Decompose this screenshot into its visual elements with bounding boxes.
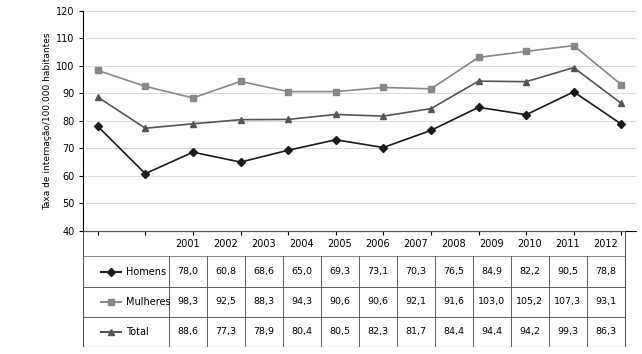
Text: 81,7: 81,7 — [406, 327, 426, 336]
Text: 76,5: 76,5 — [444, 267, 464, 276]
Text: Homens: Homens — [126, 267, 166, 276]
Text: 103,0: 103,0 — [478, 297, 505, 306]
Text: 107,3: 107,3 — [554, 297, 582, 306]
Text: 2010: 2010 — [517, 239, 542, 249]
Text: 94,4: 94,4 — [482, 327, 503, 336]
Text: 2004: 2004 — [290, 239, 315, 249]
Text: 60,8: 60,8 — [216, 267, 236, 276]
Text: 2008: 2008 — [442, 239, 466, 249]
Text: 78,9: 78,9 — [254, 327, 275, 336]
Text: 98,3: 98,3 — [177, 297, 198, 306]
Text: 77,3: 77,3 — [216, 327, 237, 336]
Text: 80,4: 80,4 — [291, 327, 313, 336]
Text: 99,3: 99,3 — [557, 327, 578, 336]
Text: 78,8: 78,8 — [595, 267, 616, 276]
Text: 82,3: 82,3 — [367, 327, 388, 336]
Text: 93,1: 93,1 — [595, 297, 616, 306]
Text: 86,3: 86,3 — [595, 327, 616, 336]
Text: 73,1: 73,1 — [367, 267, 388, 276]
Text: 91,6: 91,6 — [444, 297, 464, 306]
Text: 78,0: 78,0 — [178, 267, 198, 276]
Text: 94,3: 94,3 — [291, 297, 313, 306]
Text: 2005: 2005 — [327, 239, 352, 249]
Text: 92,5: 92,5 — [216, 297, 236, 306]
Text: 65,0: 65,0 — [291, 267, 313, 276]
Text: 94,2: 94,2 — [519, 327, 541, 336]
Text: 69,3: 69,3 — [329, 267, 351, 276]
Text: 90,5: 90,5 — [557, 267, 578, 276]
Text: 84,9: 84,9 — [482, 267, 503, 276]
Text: 2012: 2012 — [593, 239, 618, 249]
Text: 84,4: 84,4 — [444, 327, 464, 336]
Text: 2011: 2011 — [555, 239, 580, 249]
Text: 2006: 2006 — [366, 239, 390, 249]
Text: 2002: 2002 — [214, 239, 238, 249]
Text: 105,2: 105,2 — [516, 297, 543, 306]
Text: 2009: 2009 — [480, 239, 504, 249]
Text: 92,1: 92,1 — [406, 297, 426, 306]
Text: 82,2: 82,2 — [519, 267, 541, 276]
Text: 90,6: 90,6 — [367, 297, 388, 306]
Text: 2007: 2007 — [404, 239, 428, 249]
Text: 70,3: 70,3 — [405, 267, 426, 276]
Text: Total: Total — [126, 327, 149, 337]
Text: 88,6: 88,6 — [178, 327, 198, 336]
Text: 2003: 2003 — [252, 239, 276, 249]
Text: 88,3: 88,3 — [254, 297, 275, 306]
Text: Mulheres: Mulheres — [126, 297, 171, 307]
Text: 2001: 2001 — [176, 239, 200, 249]
Text: 90,6: 90,6 — [329, 297, 351, 306]
Y-axis label: Taxa de internação/100.000 habitantes: Taxa de internação/100.000 habitantes — [43, 32, 52, 210]
Text: 68,6: 68,6 — [254, 267, 275, 276]
Text: 80,5: 80,5 — [329, 327, 351, 336]
